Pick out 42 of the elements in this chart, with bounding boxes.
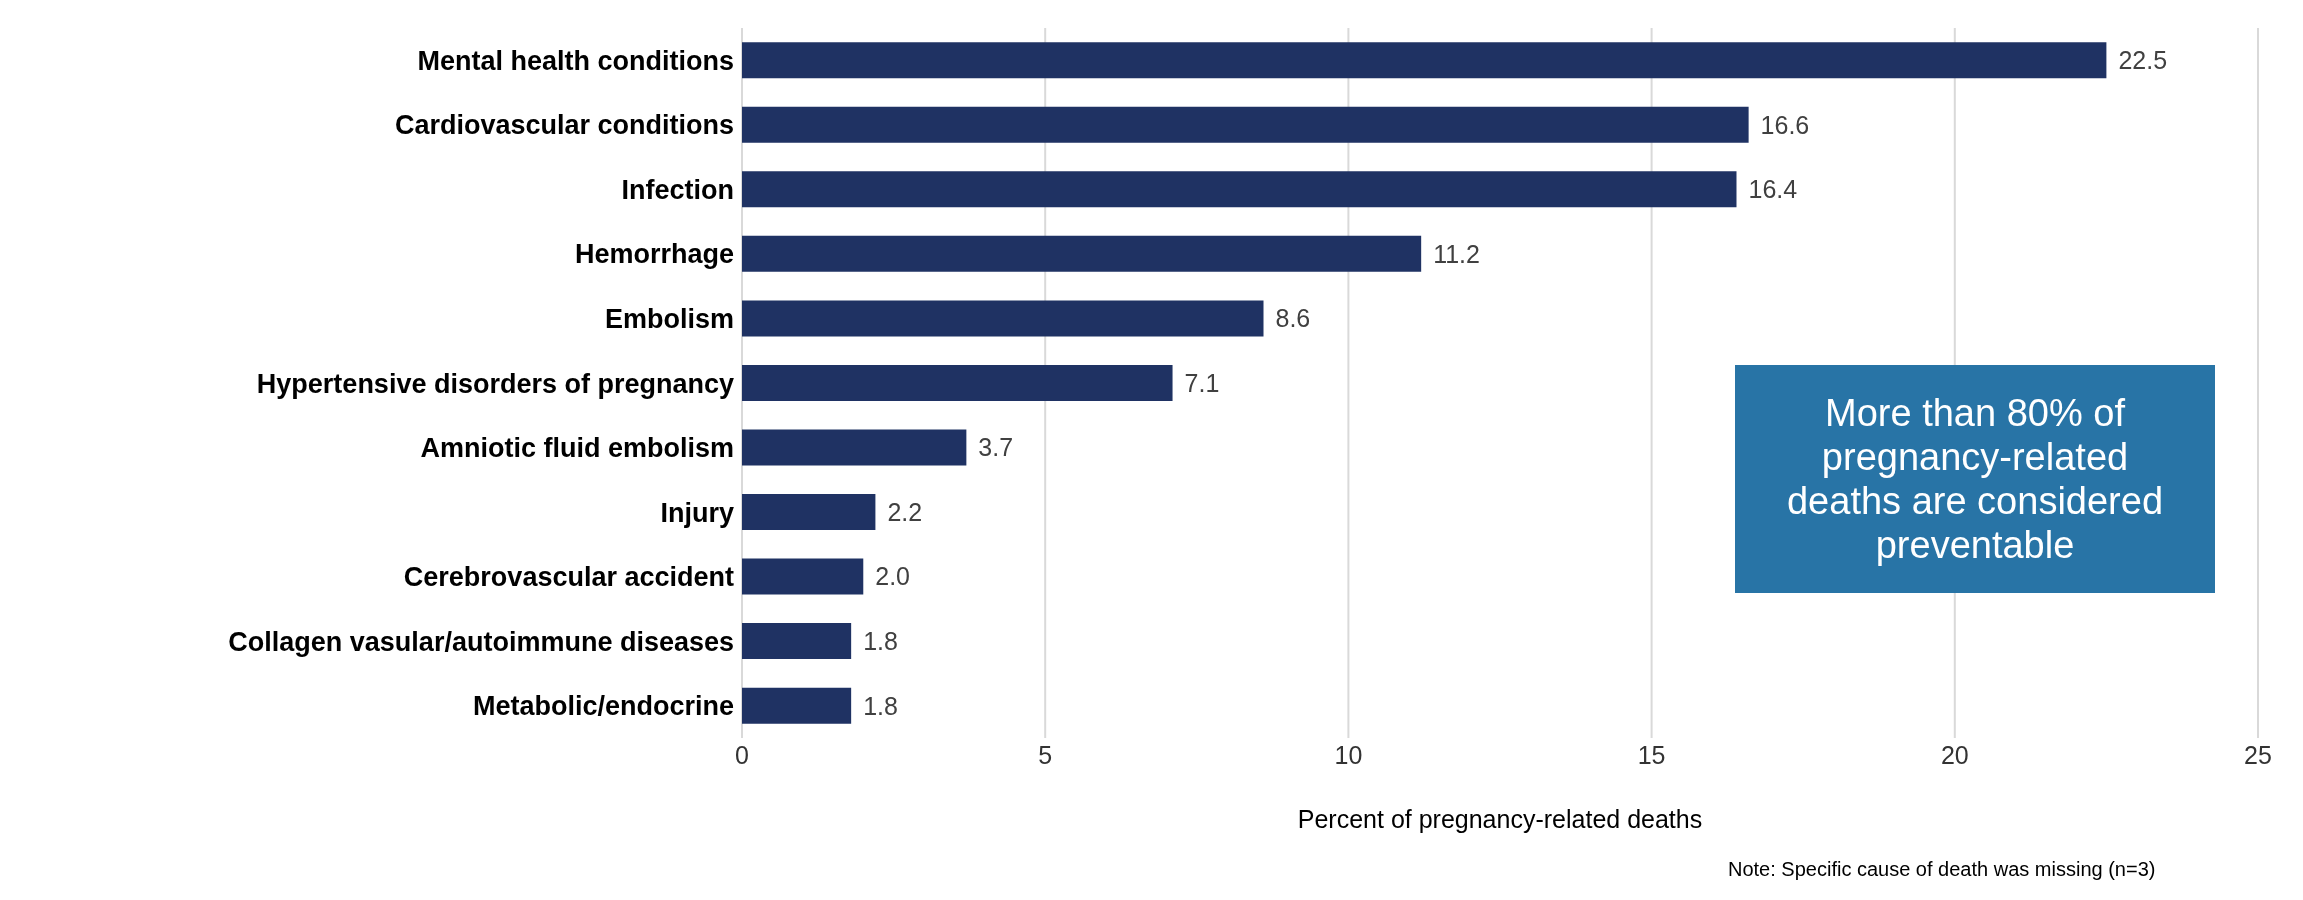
bar [742,300,1264,337]
y-tick-label: Infection [621,174,734,205]
x-tick-label: 10 [1334,740,1363,769]
bar [742,364,1173,401]
data-label: 16.6 [1760,110,1810,139]
bar [742,42,2107,79]
bar [742,429,967,466]
y-tick-label: Mental health conditions [417,45,734,76]
bar [742,623,852,660]
bar [742,171,1737,208]
x-tick-label: 5 [1038,740,1053,769]
y-tick-label: Cerebrovascular accident [403,562,734,593]
bar [742,106,1749,143]
callout-box: More than 80% of pregnancy-related deaths are considered preventable [1735,365,2215,593]
data-label: 8.6 [1275,304,1311,333]
bar [742,687,852,724]
x-tick-label: 25 [2244,740,2272,769]
y-tick-label: Amniotic fluid embolism [420,433,734,464]
y-tick-label: Hemorrhage [574,239,734,270]
x-axis-title: Percent of pregnancy-related deaths [1297,805,1703,833]
bar [742,558,864,595]
y-tick-label: Injury [660,497,734,528]
y-tick-label: Hypertensive disorders of pregnancy [256,368,734,399]
x-tick-label: 20 [1940,740,1969,769]
data-label: 7.1 [1184,368,1220,397]
data-label: 16.4 [1748,175,1798,204]
bar [742,494,876,531]
data-label: 2.2 [887,497,923,526]
x-tick-label: 15 [1637,740,1666,769]
y-tick-label: Collagen vasular/autoimmune diseases [228,626,734,657]
y-tick-label: Metabolic/endocrine [472,691,734,722]
data-label: 1.8 [863,691,898,720]
data-label: 2.0 [875,562,911,591]
x-tick-label: 0 [735,740,749,769]
data-label: 22.5 [2118,46,2168,75]
data-label: 3.7 [978,433,1014,462]
data-label: 11.2 [1433,239,1480,268]
y-tick-label: Embolism [604,304,734,335]
text: Note: Specific cause of death was missing (n=3) [1728,858,2156,881]
data-label: 1.8 [863,626,898,655]
y-tick-label: Cardiovascular conditions [394,110,734,141]
bar [742,235,1422,272]
